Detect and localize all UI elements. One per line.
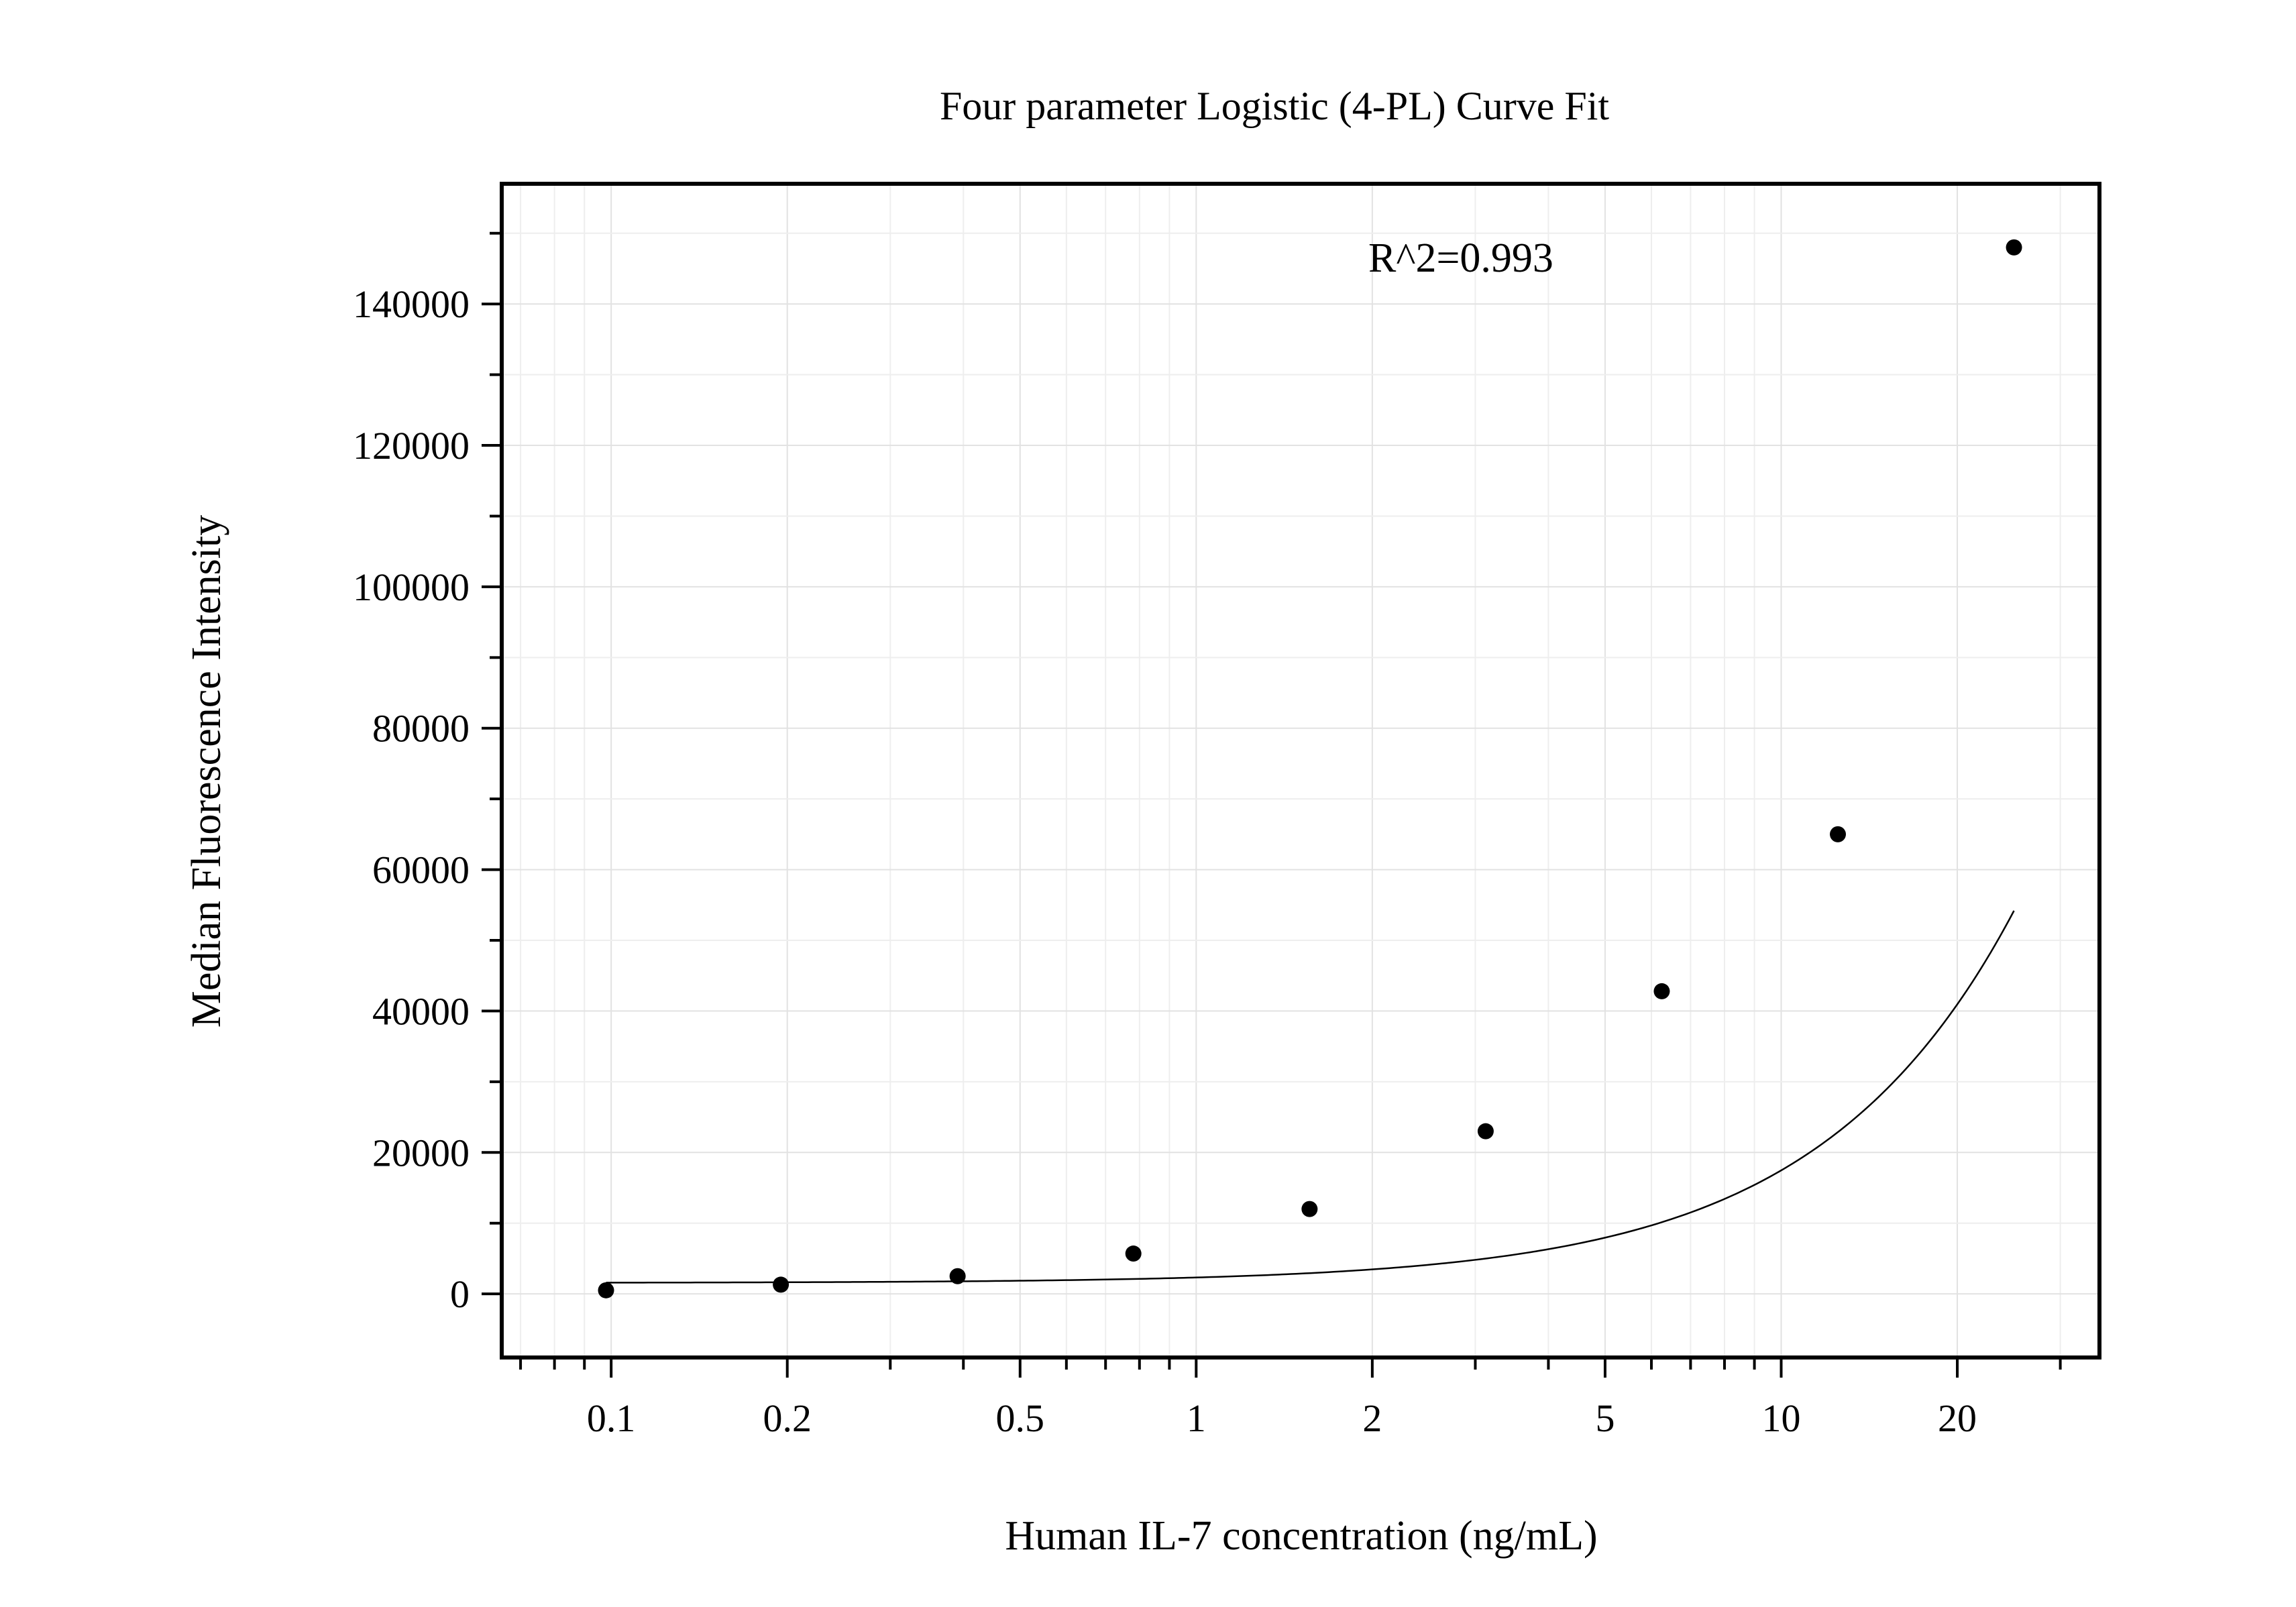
y-tick-label: 0 bbox=[450, 1272, 470, 1316]
y-tick-labels: 0 20000 40000 60000 80000 100000 120000 140000 bbox=[353, 282, 470, 1316]
fit-curve bbox=[606, 910, 2015, 1284]
x-tick-label: 0.2 bbox=[763, 1396, 812, 1440]
data-point bbox=[1653, 983, 1670, 999]
x-tick-label: 5 bbox=[1595, 1396, 1615, 1440]
data-point bbox=[949, 1268, 966, 1284]
data-point bbox=[1830, 826, 1847, 842]
data-point bbox=[1477, 1123, 1494, 1140]
data-point bbox=[1125, 1245, 1142, 1262]
y-tick-label: 40000 bbox=[372, 989, 470, 1033]
y-tick-label: 80000 bbox=[372, 707, 470, 751]
x-tick-labels: 0.1 0.2 0.5 1 2 5 10 20 bbox=[587, 1396, 1977, 1440]
y-tick-label: 120000 bbox=[353, 424, 470, 467]
data-point bbox=[2006, 239, 2022, 256]
chart-title: Four parameter Logistic (4-PL) Curve Fit bbox=[940, 84, 1609, 128]
data-point bbox=[1301, 1201, 1318, 1217]
r-squared-annotation: R^2=0.993 bbox=[1368, 235, 1553, 281]
plot-frame bbox=[500, 182, 2101, 1360]
y-axis-label: Median Fluorescence Intensity bbox=[184, 515, 229, 1028]
grid-layer bbox=[502, 184, 2099, 1357]
x-tick-label: 1 bbox=[1187, 1396, 1206, 1440]
data-point bbox=[773, 1276, 789, 1293]
axis-ticks bbox=[482, 231, 2062, 1378]
data-points bbox=[598, 239, 2022, 1298]
x-tick-label: 0.1 bbox=[587, 1396, 636, 1440]
y-tick-label: 100000 bbox=[353, 565, 470, 609]
y-tick-label: 140000 bbox=[353, 282, 470, 326]
y-tick-label: 60000 bbox=[372, 848, 470, 892]
data-point bbox=[598, 1282, 614, 1298]
x-tick-label: 10 bbox=[1761, 1396, 1800, 1440]
x-tick-label: 2 bbox=[1362, 1396, 1382, 1440]
x-tick-label: 0.5 bbox=[996, 1396, 1045, 1440]
y-tick-label: 20000 bbox=[372, 1131, 470, 1174]
x-tick-label: 20 bbox=[1938, 1396, 1977, 1440]
x-axis-label: Human IL-7 concentration (ng/mL) bbox=[1005, 1513, 1597, 1559]
